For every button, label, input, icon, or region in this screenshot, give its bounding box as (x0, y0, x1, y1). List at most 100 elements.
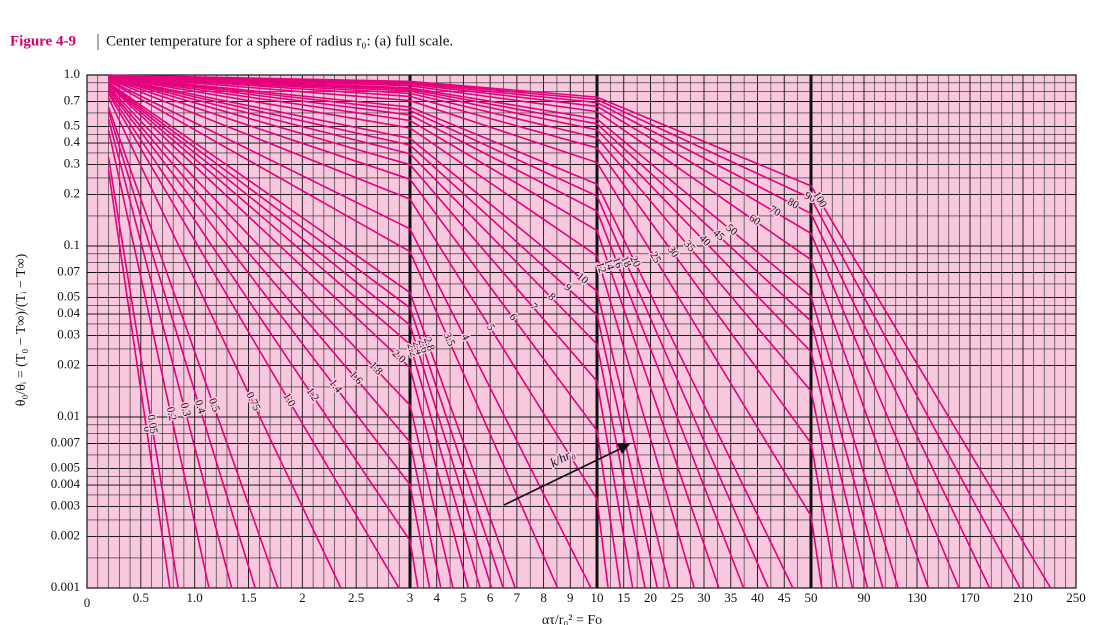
series-line (108, 74, 930, 589)
series-line (107, 84, 470, 589)
y-tick-label: 0.001 (51, 579, 80, 594)
x-tick-label: 210 (1013, 590, 1033, 605)
y-tick-label: 0.1 (64, 237, 80, 252)
series-line (107, 169, 171, 589)
line-label: 0.4 (192, 398, 208, 415)
x-tick-label: 7 (514, 590, 521, 605)
x-tick-label: 10 (591, 590, 604, 605)
series-line (108, 74, 869, 589)
x-tick-label: 170 (960, 590, 980, 605)
series-line (107, 83, 481, 589)
series-line (108, 76, 646, 589)
line-label: 0 (141, 426, 154, 434)
x-tick-label: 15 (617, 590, 630, 605)
series-line (107, 118, 233, 589)
y-tick-label: 0.02 (57, 357, 80, 372)
arrow-head (617, 444, 630, 454)
series-line (108, 75, 794, 589)
series-line (107, 111, 256, 589)
x-tick-label: 45 (778, 590, 791, 605)
y-tick-label: 0.003 (51, 497, 80, 512)
x-tick-label: 25 (671, 590, 684, 605)
x-tick-label: 1.0 (187, 590, 203, 605)
x-tick-label: 35 (724, 590, 737, 605)
series-line (107, 97, 342, 589)
series-line (108, 77, 622, 589)
y-tick-label: 0.05 (57, 288, 80, 303)
series-line (107, 106, 279, 589)
series-line (108, 79, 592, 589)
series-line (108, 82, 505, 589)
x-tick-label: 6 (487, 590, 494, 605)
y-tick-label: 0.04 (57, 305, 80, 320)
y-axis-label: θ₀/θᵢ = (T₀ − T∞)/(Tᵢ − T∞) (14, 253, 29, 406)
x-tick-label: 3 (407, 590, 414, 605)
x-tick-label: 4 (433, 590, 440, 605)
series-line (108, 74, 884, 589)
y-tick-label: 0.002 (51, 528, 80, 543)
y-tick-label: 0.4 (64, 134, 81, 149)
line-label: 12 (594, 261, 609, 275)
series-line (108, 75, 745, 589)
y-tick-label: 0.03 (57, 326, 80, 341)
x-tick-label: 250 (1066, 590, 1086, 605)
series-line (107, 91, 419, 589)
x-axis-label: ατ/r₀² = Fo (542, 613, 602, 625)
x-tick-label: 0 (84, 595, 91, 610)
series-line (108, 76, 696, 589)
x-tick-label: 90 (858, 590, 871, 605)
series-line (108, 81, 516, 589)
series-line (108, 80, 559, 589)
plot-frame (86, 74, 1077, 589)
series-line (107, 88, 442, 589)
series-line (108, 74, 854, 589)
y-tick-label: 0.004 (51, 476, 81, 491)
arrow-shaft (503, 447, 623, 506)
series-line (107, 86, 454, 589)
series-line (107, 89, 431, 589)
y-tick-label: 0.007 (51, 434, 81, 449)
x-tick-label: 0.5 (133, 590, 149, 605)
x-tick-label: 130 (907, 590, 927, 605)
series-line (107, 129, 210, 589)
series-line (108, 83, 493, 589)
x-tick-label: 8 (540, 590, 547, 605)
y-tick-label: 0.07 (57, 263, 80, 278)
y-tick-label: 0.3 (64, 155, 80, 170)
x-tick-label: 1.5 (240, 590, 256, 605)
x-tick-label: 9 (567, 590, 574, 605)
y-tick-label: 0.2 (64, 186, 80, 201)
y-tick-label: 1.0 (64, 66, 80, 81)
y-tick-label: 0.005 (51, 459, 80, 474)
line-label: 0.3 (178, 401, 193, 418)
x-tick-label: 40 (751, 590, 764, 605)
series-line (107, 93, 400, 589)
figure-label: Figure 4-9 (10, 33, 76, 49)
line-label: 2.4 (410, 339, 426, 356)
chart-title: Center temperature for a sphere of radiu… (106, 33, 453, 49)
line-label: 2.2 (404, 342, 419, 359)
series-line (108, 76, 671, 589)
y-tick-label: 0.7 (64, 92, 81, 107)
plot-background (87, 75, 1076, 588)
series-line (108, 77, 634, 589)
annotation-arrow (503, 444, 630, 506)
x-tick-label: 50 (805, 590, 818, 605)
series-line (107, 157, 179, 589)
x-tick-label: 2 (299, 590, 306, 605)
x-tick-label: 2.5 (348, 590, 364, 605)
series-line (108, 75, 770, 589)
series-line (108, 74, 838, 589)
x-tick-label: 20 (644, 590, 657, 605)
series-line (108, 74, 899, 589)
series-line (108, 78, 609, 589)
series-lines (107, 74, 1052, 589)
series-line (108, 75, 823, 589)
line-label: 0.05 (145, 414, 160, 435)
y-tick-label: 0.5 (64, 117, 80, 132)
x-tick-label: 30 (698, 590, 711, 605)
series-line (108, 74, 1052, 589)
line-label: 0.2 (164, 406, 179, 422)
